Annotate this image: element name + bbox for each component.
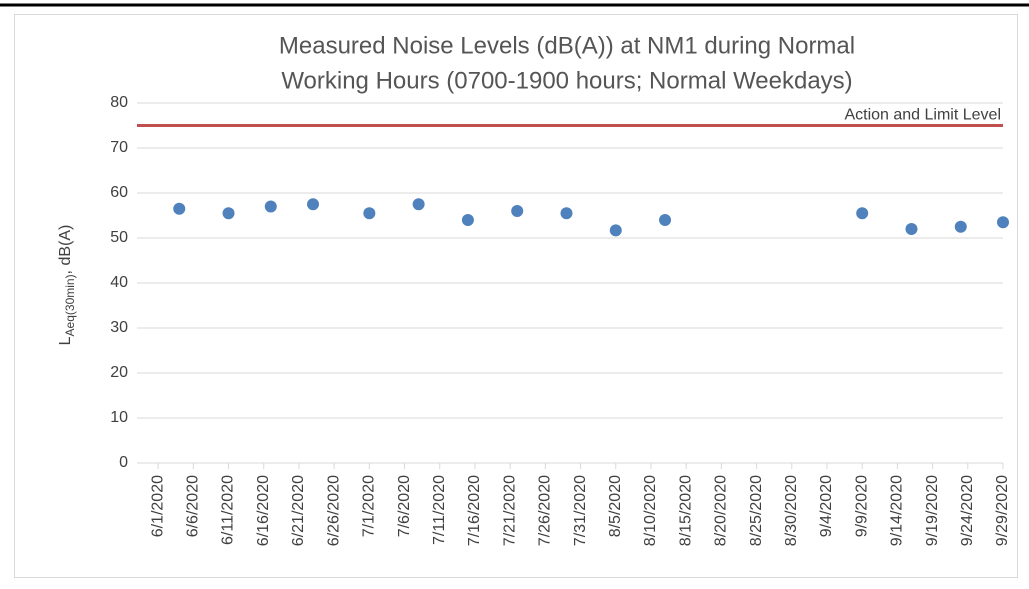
x-tick-label: 9/19/2020 [924,475,941,546]
y-tick-label: 60 [110,184,128,201]
x-tick-label: 6/11/2020 [220,475,237,545]
data-point [511,205,524,217]
x-tick-label: 9/4/2020 [818,475,835,537]
x-tick-label: 9/14/2020 [889,475,906,546]
data-point [856,207,869,220]
x-tick-label: 6/6/2020 [185,475,202,537]
y-axis-label: LAeq(30min), dB(A) [57,225,77,346]
data-point [609,224,622,237]
x-tick-label: 8/20/2020 [713,475,730,546]
y-tick-label: 70 [110,139,128,156]
x-tick-label: 7/11/2020 [431,475,448,545]
x-tick-label: 8/30/2020 [783,475,800,546]
x-tick-label: 9/9/2020 [853,475,870,537]
data-point [905,223,918,235]
chart-frame [14,14,1018,578]
y-tick-label: 20 [110,364,128,381]
x-tick-label: 6/16/2020 [255,475,272,546]
data-point [173,202,186,215]
data-point [560,207,573,220]
data-point [997,216,1009,229]
data-point [222,207,235,220]
x-tick-label: 8/10/2020 [642,475,659,546]
chart-title: Measured Noise Levels (dB(A)) at NM1 dur… [279,32,855,59]
data-point [954,220,967,233]
x-tick-label: 9/29/2020 [994,475,1011,546]
chart-title: Working Hours (0700-1900 hours; Normal W… [281,67,852,94]
data-point [307,198,320,211]
y-tick-label: 40 [110,274,128,291]
y-tick-label: 10 [110,409,128,426]
data-point [659,214,672,226]
x-tick-label: 6/26/2020 [325,475,342,546]
x-tick-label: 6/21/2020 [290,475,307,546]
x-tick-label: 8/15/2020 [677,475,694,546]
x-tick-label: 7/1/2020 [361,475,378,537]
data-point [412,198,425,211]
x-tick-label: 8/5/2020 [607,475,624,537]
x-tick-label: 7/21/2020 [501,475,518,546]
reference-label: Action and Limit Level [844,107,1001,124]
y-axis-label-rest: , dB(A) [57,225,74,275]
x-tick-label: 6/1/2020 [149,475,166,537]
data-point [264,200,277,213]
x-tick-label: 8/25/2020 [748,475,765,546]
x-tick-label: 9/24/2020 [959,475,976,546]
y-axis-label-sub: Aeq(30min) [63,274,77,336]
x-tick-label: 7/31/2020 [572,475,589,546]
y-axis-label-main: L [57,336,74,345]
x-tick-label: 7/16/2020 [466,475,483,546]
y-tick-label: 80 [110,94,128,111]
data-point [363,207,376,220]
x-tick-label: 7/26/2020 [537,475,554,546]
y-tick-label: 0 [119,454,128,471]
y-tick-label: 50 [110,229,128,246]
x-tick-label: 7/6/2020 [396,475,413,537]
data-point [461,214,474,226]
y-tick-label: 30 [110,319,128,336]
